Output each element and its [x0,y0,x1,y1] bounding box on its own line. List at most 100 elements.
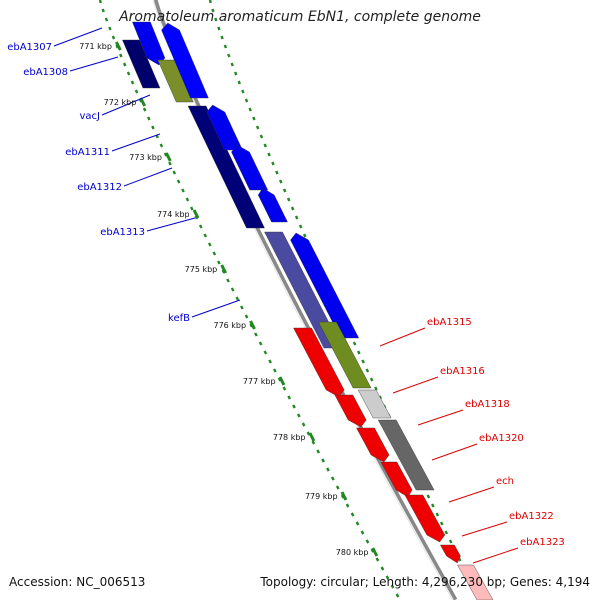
kbp-label: 773 kbp [129,153,162,162]
leader-line [191,299,241,318]
inner-tick-line [176,179,181,184]
gene-label-right: ebA1322 [509,511,554,522]
map-title: Aromatoleum aromaticum EbN1, complete ge… [119,9,481,25]
gene-block-blue [231,144,269,191]
kbp-label: 771 kbp [79,42,112,51]
kbp-tick [371,547,379,557]
kbp-tick [114,41,122,51]
outer-tick-line [267,152,271,157]
inner-tick-line [130,80,135,85]
gene-block-olive [157,59,194,103]
leader-line [417,409,464,426]
feature-labels: ebA1307 ebA1308 vacJ ebA1311 ebA1312 ebA1313 k… [7,42,565,548]
gene-label-left: vacJ [80,111,101,122]
inner-tick-line [263,350,268,355]
gene-label-right: ebA1315 [427,317,472,328]
inner-tick-line [104,17,109,22]
inner-tick-line [335,485,340,490]
gene-block-olive [318,321,372,389]
outer-tick-line [237,80,241,85]
kbp-tick [139,97,147,107]
outer-tick-line [365,368,370,373]
leader-line [392,376,439,394]
gene-label-left: ebA1308 [23,67,68,78]
gene-label-right: ebA1316 [440,366,485,377]
inner-tick-line [98,0,102,4]
outer-tick-line [431,503,435,508]
ring-highlight [152,0,454,600]
gene-block-blue [257,187,288,223]
gene-features [122,21,494,600]
kbp-tick [340,491,348,501]
kbp-label: 774 kbp [157,210,190,219]
gene-label-right: ebA1323 [520,537,565,548]
inner-tick-line [119,53,123,58]
outer-tick-line [252,116,256,121]
inner-tick-line [330,476,335,481]
outer-tick-line [302,233,307,238]
inner-tick-line [181,188,185,193]
inner-tick-line [212,251,217,256]
inner-tick-line [142,107,147,112]
inner-tick-line [240,305,244,310]
gene-block-red [334,394,367,428]
leader-line [431,443,478,461]
inner-tick-line [122,62,127,67]
gene-block-red [380,461,413,498]
outer-tick-line [230,62,234,67]
topology-text: Topology: circular; Length: 4,296,230 bp… [260,575,590,589]
inner-tick-line [254,332,258,337]
inner-tick-line [321,458,325,463]
inner-tick-line [326,467,330,472]
gene-label-right: ebA1320 [479,433,524,444]
outer-tick-line [298,224,303,229]
inner-tick-line [190,206,194,211]
gene-block-blue [290,232,360,339]
outer-tick-line [290,206,295,211]
inner-tick-line [385,575,390,580]
gene-block-navy [187,105,265,229]
inner-tick-line [101,8,105,13]
inner-tick-line [287,395,292,400]
kbp-label: 772 kbp [104,98,137,107]
gene-label-left: ebA1307 [7,42,52,53]
leader-line [448,486,495,503]
gene-label-left: ebA1312 [77,182,122,193]
gene-block-lightgray [357,389,392,419]
ring-line [152,0,458,600]
outer-tick-line [435,512,440,517]
outer-tick-line [214,17,218,22]
gene-label-right: ech [496,476,514,487]
kbp-tick [220,264,228,274]
inner-tick-line [159,143,164,148]
leader-line [111,133,161,152]
outer-tick-line [227,53,231,58]
gene-block-gray [377,419,435,491]
inner-tick-line [390,584,395,589]
outer-tick-line [234,71,238,76]
kbp-tick [278,376,286,386]
outer-tick-line [426,494,431,499]
inner-tick-line [226,278,230,283]
inner-tick-line [146,116,151,121]
inner-tick-line [217,260,221,265]
inner-tick-line [355,521,360,526]
gene-block-pink [457,564,494,600]
kbp-label: 776 kbp [213,321,246,330]
inner-tick-line [365,539,370,544]
inner-tick-line [151,125,155,130]
gene-block-red [440,544,461,564]
leader-line [461,521,508,537]
inner-tick-line [292,404,296,409]
gene-block-blue [206,104,243,151]
outer-tick-line [369,377,374,382]
outer-tick-line [220,35,224,40]
inner-tick-line [268,359,272,364]
outer-tick-line [211,8,215,13]
kbp-label: 780 kbp [336,548,369,557]
outer-tick-line [217,26,221,31]
outer-tick-line [444,530,449,535]
leader-line [123,167,173,187]
kbp-label: 778 kbp [273,433,306,442]
gene-label-left: ebA1313 [100,227,145,238]
